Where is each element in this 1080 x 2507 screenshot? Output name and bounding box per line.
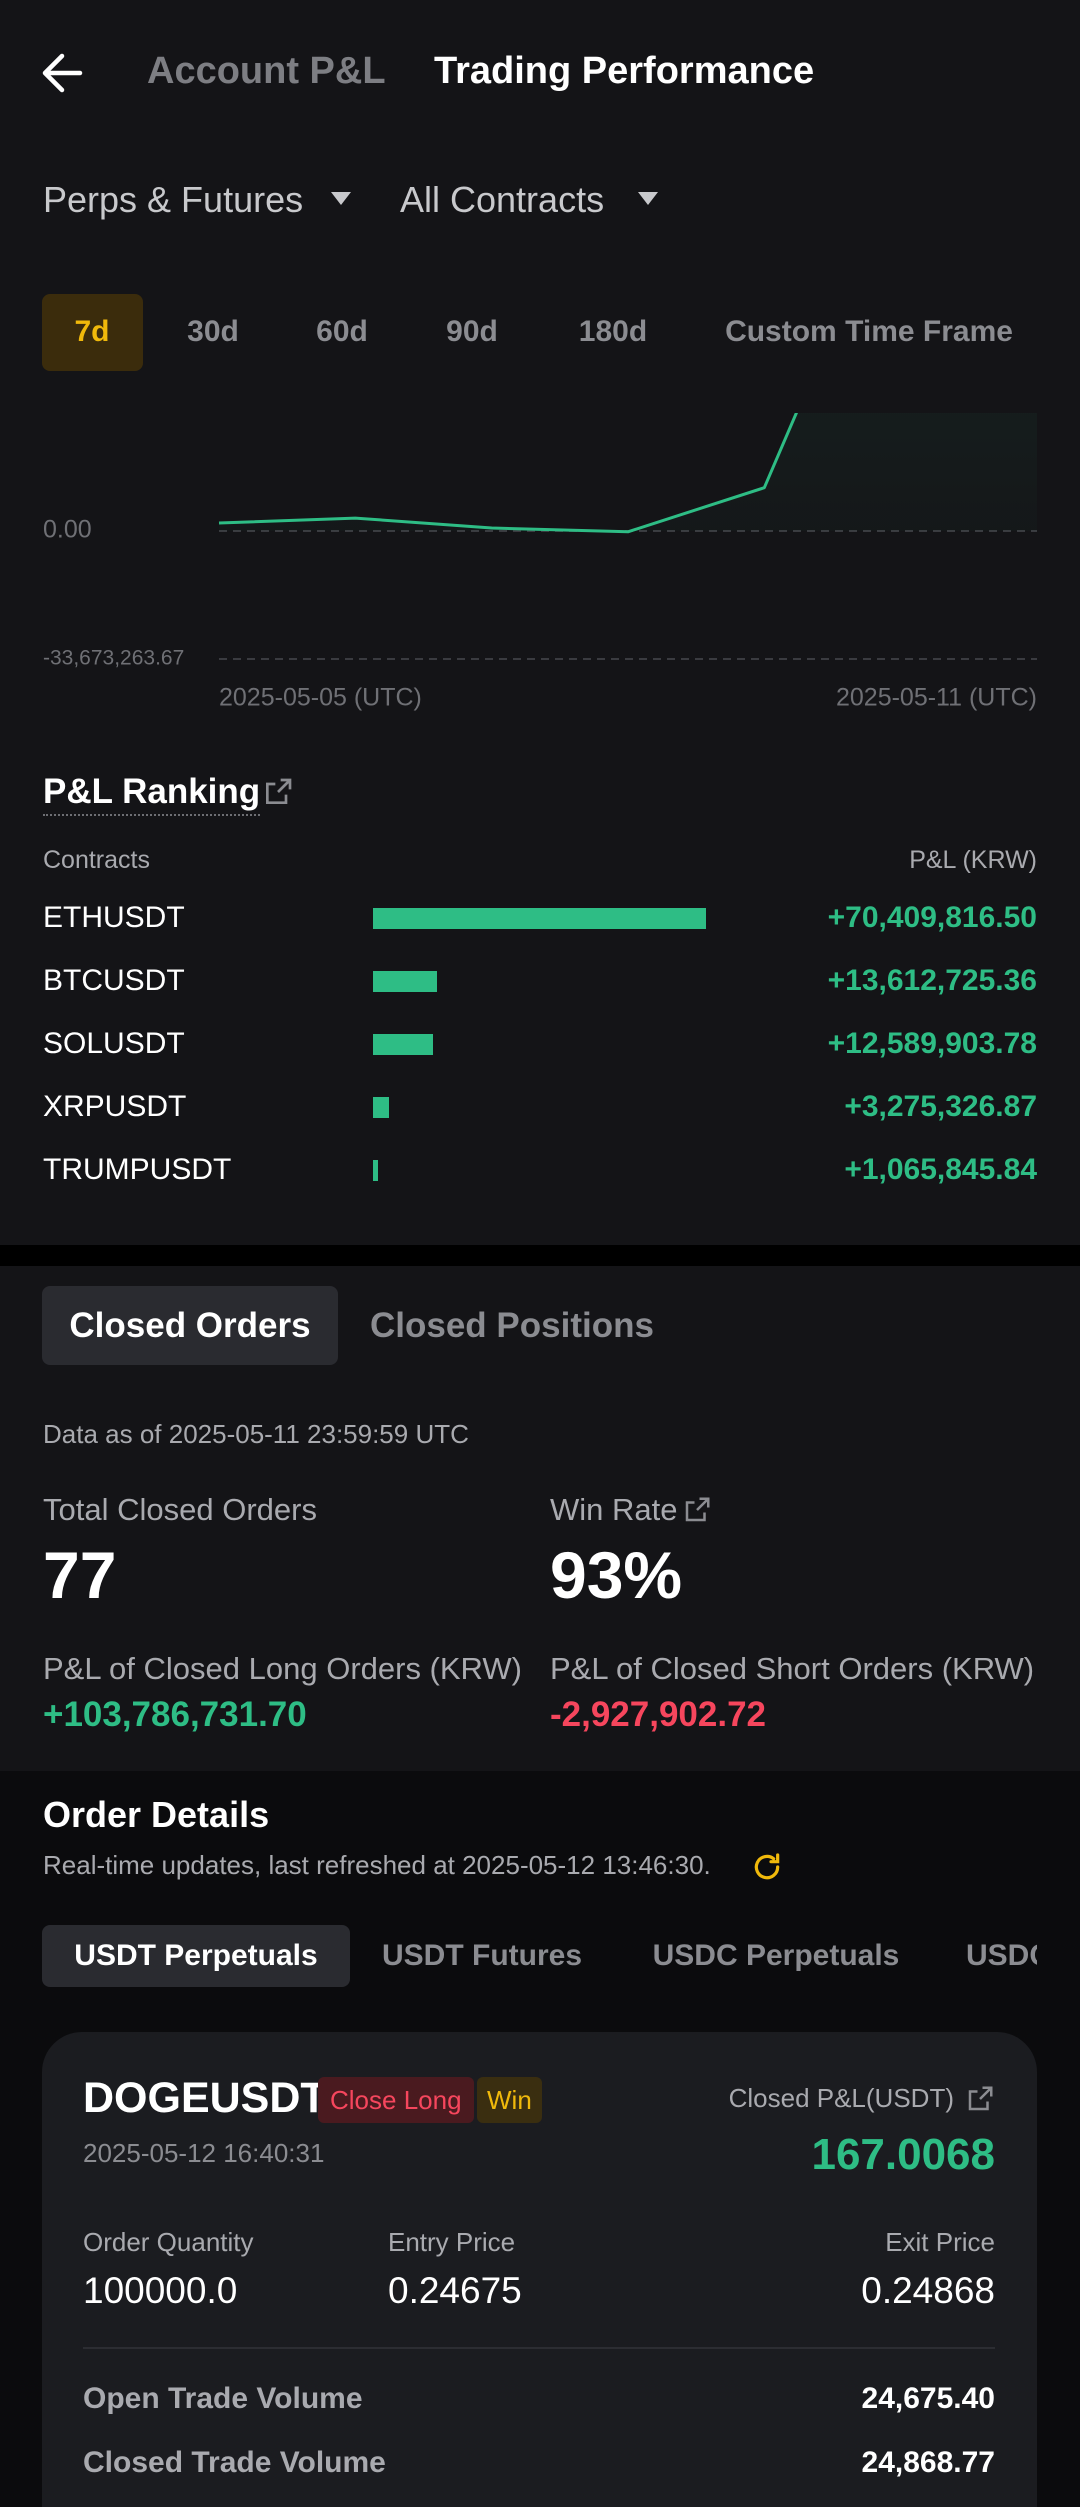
field-value: 0.24675 (388, 2270, 522, 2311)
order-card[interactable]: DOGEUSDT Close Long Win 2025-05-12 16:40… (42, 2032, 1037, 2507)
external-link-icon[interactable] (965, 2084, 995, 2114)
section-divider (0, 1245, 1080, 1266)
tab[interactable]: Closed Positions (370, 1306, 654, 1345)
contract-name: XRPUSDT (43, 1090, 187, 1123)
section-title: Order Details (43, 1794, 270, 1835)
back-button[interactable] (40, 50, 86, 96)
header-tab-active[interactable]: Trading Performance (434, 50, 815, 92)
pnl-bar (373, 971, 438, 992)
pnl-chart: -33,673,263.67 0.00 33,673,263.67 2025-05-… (43, 400, 1037, 712)
pnl-value: +12,589,903.78 (827, 1027, 1037, 1060)
order-time: 2025-05-12 16:40:31 (83, 2138, 325, 2168)
stat-label: P&L of Closed Long Orders (KRW) (43, 1651, 522, 1686)
column-header: Contracts (43, 846, 150, 874)
ranking-title[interactable]: P&L Ranking (43, 772, 261, 817)
pnl-bar (373, 1160, 378, 1181)
time-frame[interactable]: 180d (578, 315, 648, 348)
stat-value: 77 (43, 1538, 117, 1612)
field-label: Entry Price (388, 2227, 516, 2257)
area (219, 413, 1037, 532)
x-tick-label: 2025-05-05 (UTC) (219, 684, 422, 712)
external-link-icon[interactable] (682, 1495, 712, 1525)
stat-value: -2,927,902.72 (550, 1695, 767, 1734)
field-label: Order Quantity (83, 2227, 254, 2257)
tab[interactable]: Closed Orders (69, 1306, 311, 1345)
tab-clip: USDC (966, 1930, 1037, 1980)
tab[interactable]: USDT Perpetuals (74, 1939, 318, 1972)
pnl-value: +13,612,725.36 (827, 964, 1037, 997)
time-frame[interactable]: 30d (187, 315, 239, 348)
stat-label: Win Rate (550, 1492, 678, 1527)
data-as-of: Data as of 2025-05-11 23:59:59 UTC (43, 1419, 469, 1449)
field-value: 0.24868 (861, 2270, 995, 2311)
volume-label: Open Trade Volume (83, 2382, 363, 2415)
volume-label: Closed Trade Volume (83, 2446, 386, 2479)
dropdown-icon (331, 192, 351, 205)
time-frame-selected-bg (42, 294, 143, 371)
column-header: P&L (KRW) (909, 846, 1037, 874)
field-value: 100000.0 (83, 2270, 238, 2311)
stat-label: Total Closed Orders (43, 1492, 317, 1527)
badge: Win (477, 2077, 542, 2123)
tab-selected-bg (42, 1925, 350, 1987)
line (218, 413, 798, 534)
header-tab[interactable]: Account P&L (147, 50, 386, 92)
badge: Close Long (318, 2077, 474, 2123)
pnl-value: 167.0068 (811, 2130, 995, 2179)
filter[interactable]: All Contracts (400, 179, 605, 220)
pnl-bar (373, 1097, 389, 1118)
refresh-icon[interactable] (751, 1851, 783, 1883)
time-frame[interactable]: 60d (316, 315, 368, 348)
refresh-note: Real-time updates, last refreshed at 202… (43, 1850, 711, 1880)
tab[interactable]: USDC (966, 1939, 1037, 1972)
contract-name: ETHUSDT (43, 901, 185, 934)
pnl-value: +1,065,845.84 (844, 1153, 1037, 1186)
volume-value: 24,675.40 (861, 2382, 995, 2415)
x-tick-label: 2025-05-11 (UTC) (836, 684, 1037, 712)
pnl-bar (373, 1034, 433, 1055)
pnl-label: Closed P&L(USDT) (728, 2083, 954, 2113)
external-link-icon[interactable] (262, 776, 294, 808)
y-tick-label: 33,673,263.67 (43, 400, 177, 414)
stat-value: 93% (550, 1538, 683, 1612)
dropdown-icon (638, 192, 658, 205)
time-frame[interactable]: 90d (446, 315, 498, 348)
contract-name: TRUMPUSDT (43, 1153, 232, 1186)
contract-name: SOLUSDT (43, 1027, 185, 1060)
volume-value: 24,868.77 (861, 2446, 995, 2479)
divider (83, 2347, 995, 2349)
pnl-bar (373, 908, 706, 929)
stat-value: +103,786,731.70 (43, 1695, 307, 1734)
symbol: DOGEUSDT (83, 2074, 327, 2122)
filter[interactable]: Perps & Futures (43, 179, 304, 220)
tab[interactable]: USDT Futures (381, 1939, 583, 1972)
tab-selected-bg (42, 1286, 338, 1365)
stat-label: P&L of Closed Short Orders (KRW) (550, 1651, 1035, 1686)
pnl-value: +70,409,816.50 (827, 901, 1037, 934)
contract-name: BTCUSDT (43, 964, 185, 997)
field-label: Exit Price (885, 2227, 995, 2257)
y-tick-label: 0.00 (43, 516, 92, 544)
pnl-value: +3,275,326.87 (844, 1090, 1037, 1123)
y-tick-label: -33,673,263.67 (43, 647, 184, 670)
tab[interactable]: USDC Perpetuals (652, 1939, 900, 1972)
time-frame[interactable]: 7d (74, 315, 110, 348)
time-frame[interactable]: Custom Time Frame (725, 315, 1013, 348)
